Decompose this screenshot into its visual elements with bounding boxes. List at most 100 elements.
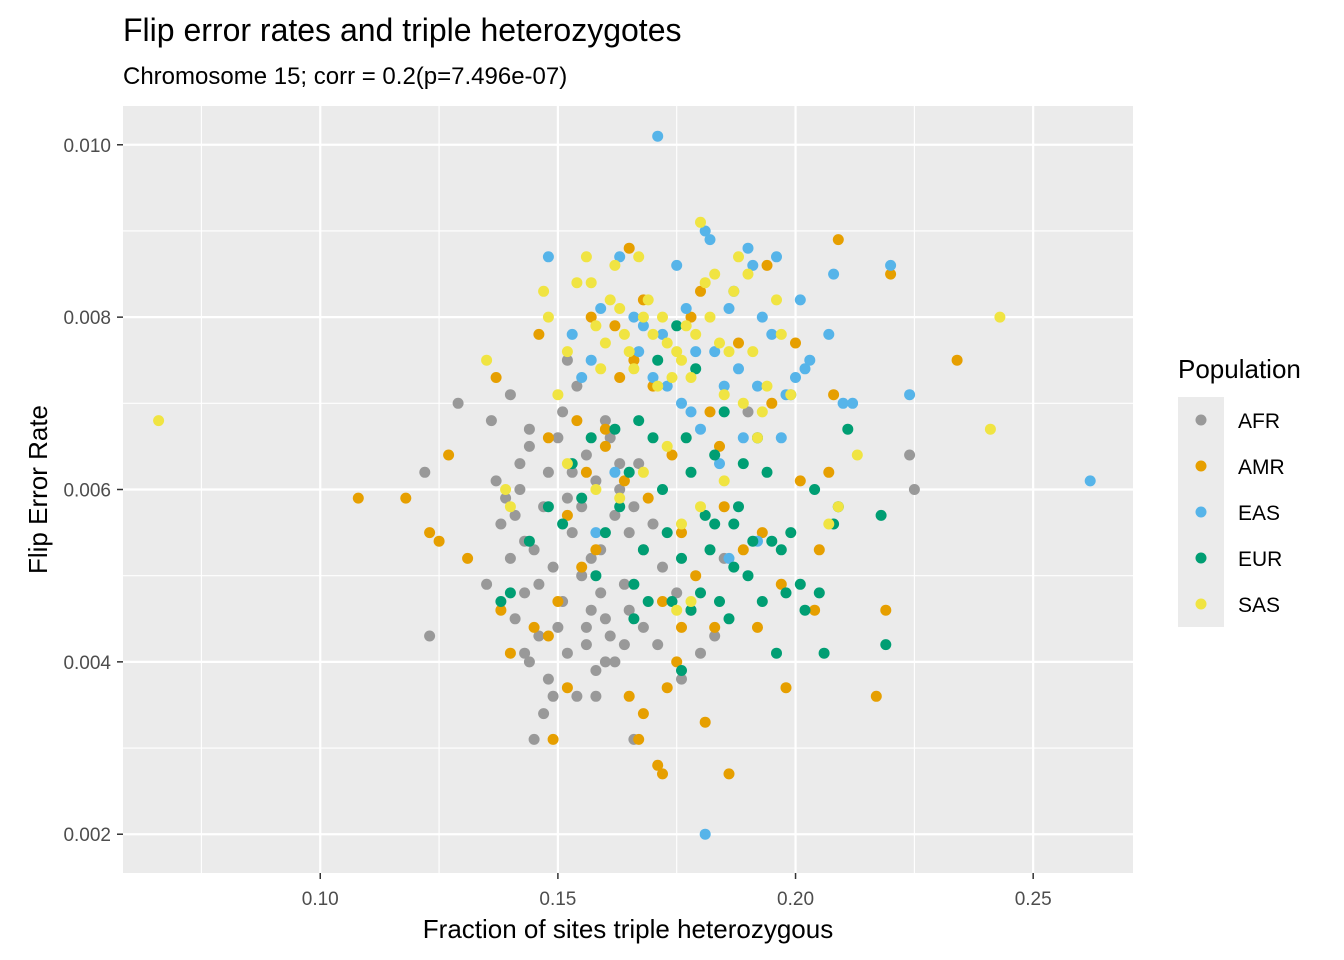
- data-point-afr: [604, 630, 616, 642]
- data-point-afr: [504, 552, 516, 564]
- data-point-amr: [433, 535, 445, 547]
- data-point-eas: [633, 346, 645, 358]
- x-tick-label: 0.25: [1015, 889, 1052, 910]
- data-point-amr: [828, 389, 840, 401]
- data-point-afr: [557, 406, 569, 418]
- x-axis-ticks: 0.10 0.15 0.20 0.25: [302, 873, 1052, 910]
- data-point-afr: [599, 656, 611, 668]
- data-point-eas: [699, 828, 711, 840]
- data-point-amr: [528, 621, 540, 633]
- data-point-eas: [709, 346, 721, 358]
- data-point-amr: [590, 544, 602, 556]
- x-tick-label: 0.20: [777, 889, 814, 910]
- data-point-eur: [609, 423, 621, 435]
- data-point-eur: [794, 578, 806, 590]
- data-point-sas: [775, 328, 787, 340]
- data-point-afr: [590, 475, 602, 487]
- data-point-sas: [709, 268, 721, 280]
- data-point-amr: [571, 415, 583, 427]
- data-point-eas: [695, 423, 706, 435]
- data-point-sas: [771, 294, 782, 306]
- data-point-sas: [552, 389, 564, 401]
- data-point-eur: [799, 604, 811, 616]
- data-point-amr: [780, 682, 792, 694]
- data-point-afr: [595, 587, 607, 599]
- data-point-eur: [661, 527, 673, 539]
- data-point-eur: [699, 509, 711, 521]
- data-point-eas: [1084, 475, 1096, 487]
- data-point-sas: [676, 354, 687, 366]
- data-point-amr: [671, 656, 683, 668]
- data-point-eur: [771, 647, 782, 659]
- data-point-eur: [628, 613, 640, 625]
- data-point-afr: [495, 518, 507, 530]
- legend-key-eas: [1195, 506, 1207, 518]
- data-point-eas: [690, 346, 702, 358]
- data-point-eas: [614, 251, 626, 263]
- data-point-afr: [580, 621, 592, 633]
- data-point-eur: [723, 613, 735, 625]
- data-point-sas: [628, 363, 640, 375]
- data-point-sas: [823, 518, 835, 530]
- data-point-amr: [704, 406, 716, 418]
- data-point-eas: [766, 328, 778, 340]
- data-point-amr: [790, 337, 801, 349]
- data-point-eas: [628, 311, 640, 323]
- data-point-amr: [490, 372, 502, 383]
- y-tick-label: 0.002: [63, 825, 111, 846]
- data-point-amr: [561, 509, 573, 521]
- data-point-afr: [618, 578, 630, 590]
- data-point-afr: [647, 518, 659, 530]
- data-point-amr: [661, 682, 673, 694]
- data-point-afr: [424, 630, 436, 642]
- data-point-eur: [680, 432, 692, 444]
- data-point-eur: [647, 432, 659, 444]
- data-point-eas: [652, 130, 664, 142]
- data-point-eas: [837, 397, 849, 409]
- data-point-eas: [718, 380, 730, 392]
- data-point-afr: [908, 484, 920, 495]
- data-point-eur: [671, 320, 683, 332]
- data-point-eur: [628, 578, 640, 590]
- data-point-eas: [590, 527, 602, 539]
- data-point-amr: [599, 440, 611, 452]
- data-point-eur: [685, 604, 697, 616]
- data-point-amr: [462, 552, 474, 564]
- data-point-afr: [599, 613, 611, 625]
- data-point-sas: [984, 423, 996, 435]
- data-point-afr: [533, 630, 545, 642]
- data-point-eur: [818, 647, 830, 659]
- data-point-eas: [799, 363, 811, 375]
- data-point-sas: [695, 501, 706, 513]
- data-point-amr: [775, 578, 787, 590]
- data-point-eas: [657, 328, 668, 340]
- data-point-sas: [652, 380, 664, 392]
- data-point-afr: [561, 354, 573, 366]
- data-point-sas: [699, 277, 711, 289]
- data-point-afr: [509, 613, 521, 625]
- data-point-eas: [747, 259, 759, 271]
- data-point-afr: [552, 432, 564, 444]
- data-point-afr: [561, 492, 573, 504]
- data-point-sas: [604, 294, 616, 306]
- data-point-amr: [657, 768, 668, 780]
- y-tick-label: 0.006: [63, 481, 111, 502]
- data-point-amr: [676, 527, 687, 539]
- data-point-afr: [590, 690, 602, 702]
- data-point-afr: [904, 449, 916, 461]
- data-point-amr: [652, 759, 664, 771]
- data-point-afr: [571, 380, 583, 392]
- data-point-amr: [752, 621, 763, 633]
- legend-key-sas: [1195, 598, 1207, 610]
- data-point-sas: [542, 311, 554, 323]
- data-point-amr: [576, 561, 588, 573]
- data-point-amr: [533, 328, 545, 340]
- data-point-afr: [599, 415, 611, 427]
- data-point-sas: [661, 337, 673, 349]
- data-point-eas: [771, 251, 782, 263]
- data-point-amr: [585, 311, 597, 323]
- data-point-eur: [590, 570, 602, 582]
- data-point-afr: [542, 673, 554, 685]
- data-point-sas: [595, 363, 607, 375]
